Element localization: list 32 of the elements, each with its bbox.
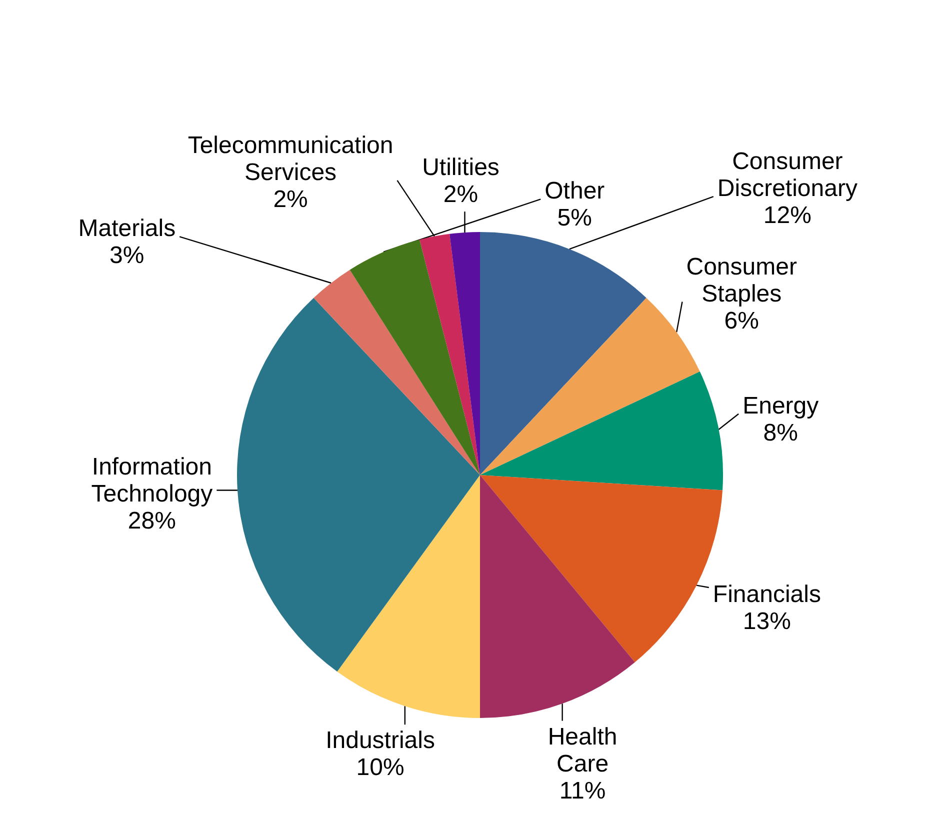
- pie-slice: [314, 270, 480, 475]
- data-label: 3%: [110, 242, 144, 270]
- slice-label: Health Care: [548, 723, 618, 778]
- slice-label: Industrials: [326, 727, 435, 754]
- pie-slice: [350, 240, 480, 475]
- pie-slice: [420, 234, 480, 475]
- pie-slice: [480, 475, 635, 718]
- pie-slice: [480, 298, 700, 475]
- slice-label: Utilities: [422, 154, 500, 182]
- pie-slice: [237, 298, 480, 672]
- data-label: 8%: [763, 419, 798, 446]
- pie-slice: [480, 372, 723, 490]
- data-label: 6%: [724, 307, 759, 334]
- slice-label: Telecommunication Services: [188, 132, 394, 186]
- data-label: 28%: [128, 507, 176, 534]
- pie-slice: [450, 232, 480, 475]
- data-label: 10%: [356, 754, 404, 782]
- pie-slice: [480, 232, 646, 475]
- slice-label: Materials: [78, 215, 176, 242]
- data-label: 12%: [763, 202, 812, 230]
- data-label: 5%: [557, 204, 592, 232]
- slice-label: Information Technology: [91, 453, 213, 508]
- data-label: 11%: [559, 777, 606, 804]
- data-label: 2%: [443, 181, 478, 208]
- slice-label: Consumer Discretionary: [717, 148, 858, 202]
- slice-label: Financials: [712, 580, 821, 608]
- slice-label: Other: [544, 178, 605, 205]
- data-label: 2%: [273, 186, 308, 213]
- data-label: 13%: [742, 608, 791, 635]
- slice-label: Energy: [742, 392, 819, 420]
- pie-slice: [337, 475, 480, 718]
- slice-label: Consumer Staples: [686, 253, 797, 308]
